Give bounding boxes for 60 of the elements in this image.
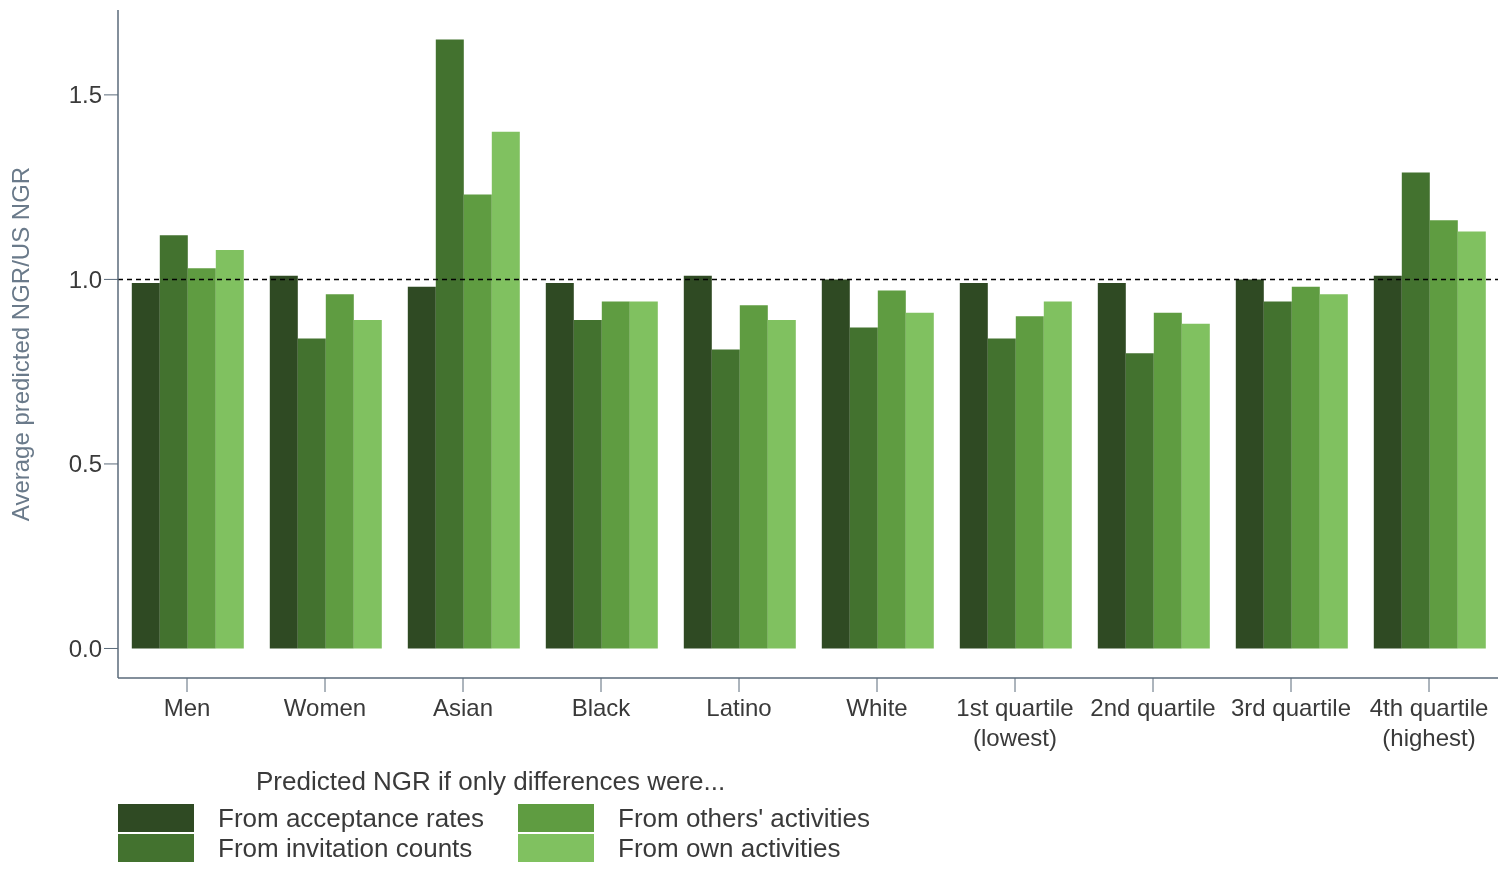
bar	[877, 290, 906, 649]
bar	[297, 338, 326, 649]
x-tick-label: White	[846, 694, 908, 721]
bar	[1319, 294, 1348, 649]
x-tick-label: 3rd quartile	[1230, 694, 1352, 721]
bar	[545, 283, 574, 649]
bar	[1015, 316, 1044, 649]
bar	[1457, 231, 1486, 649]
bar	[573, 320, 602, 649]
bar	[849, 327, 878, 649]
y-axis-title: Average predicted NGR/US NGR	[6, 166, 34, 522]
x-tick-label: Women	[283, 694, 367, 721]
bar	[1097, 283, 1126, 649]
bar	[1429, 220, 1458, 649]
bar	[1373, 275, 1402, 649]
bar	[821, 279, 850, 649]
y-tick-label: 1.0	[68, 265, 102, 293]
bar	[325, 294, 354, 649]
bar	[1291, 286, 1320, 649]
bar	[353, 320, 382, 649]
y-tick-label: 0.0	[68, 635, 102, 662]
x-tick-label: 1st quartile (lowest)	[956, 694, 1074, 751]
y-tick-label: 1.5	[68, 81, 102, 109]
bar	[1235, 279, 1264, 649]
bar	[159, 235, 188, 649]
legend-title: Predicted NGR if only differences were...	[256, 766, 727, 797]
legend-label: From acceptance rates	[218, 802, 484, 834]
bar	[215, 249, 244, 649]
bar	[1125, 353, 1154, 649]
bar	[269, 275, 298, 649]
bar	[407, 286, 436, 649]
x-tick-label: Men	[163, 694, 211, 721]
bar	[711, 349, 740, 649]
bar	[463, 194, 492, 649]
legend-label: From invitation counts	[218, 832, 473, 864]
bar	[131, 283, 160, 649]
bar	[767, 320, 796, 649]
bar	[629, 301, 658, 649]
bar	[1043, 301, 1072, 649]
x-tick-label: 2nd quartile	[1090, 694, 1216, 721]
bar	[601, 301, 630, 649]
bar	[1401, 172, 1430, 649]
x-tick-label: Latino	[706, 694, 772, 721]
bar	[987, 338, 1016, 649]
bar	[491, 131, 520, 649]
legend-label: From own activities	[618, 832, 841, 864]
bar	[1153, 312, 1182, 649]
bar	[1263, 301, 1292, 649]
x-tick-label: Asian	[432, 694, 494, 721]
bar	[187, 268, 216, 649]
bar	[959, 283, 988, 649]
legend-label: From others' activities	[618, 802, 871, 834]
bar	[435, 39, 464, 649]
x-tick-label: Black	[571, 694, 632, 721]
bar	[1181, 323, 1210, 649]
x-tick-label: 4th quartile (highest)	[1369, 694, 1489, 751]
y-tick-label: 0.5	[68, 450, 102, 478]
bar	[905, 312, 934, 649]
bar	[739, 305, 768, 649]
bar	[683, 275, 712, 649]
